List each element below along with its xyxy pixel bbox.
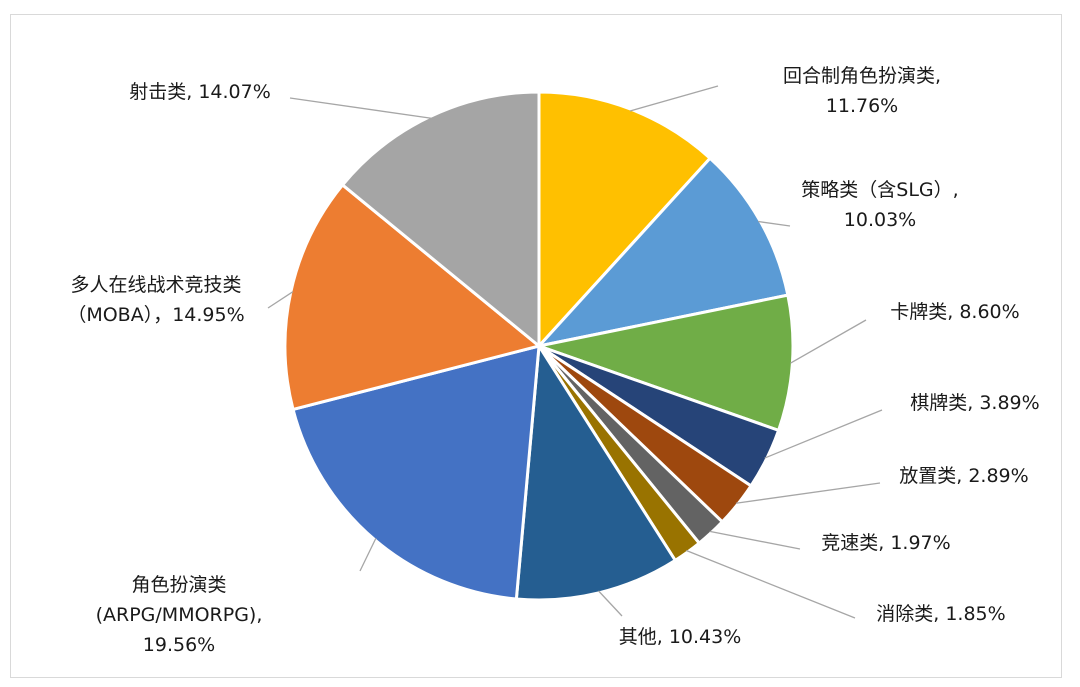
leader-line-2 <box>758 220 791 227</box>
data-label-line: 竞速类, 1.97% <box>821 532 950 554</box>
data-label-10: 多人在线战术竞技类 （MOBA），14.95% <box>67 274 244 326</box>
data-labels: 回合制角色扮演类, 11.76% 策略类（含SLG）, 10.03% 卡牌类, 8.60… <box>67 65 1039 656</box>
pie-slice-1 <box>537 90 712 348</box>
leader-line-4 <box>764 409 883 459</box>
pie-slice-10 <box>283 183 541 411</box>
data-label-line: 回合制角色扮演类, <box>783 65 941 87</box>
leader-line-11 <box>289 97 432 119</box>
data-label-9: 角色扮演类 (ARPG/MMORPG), 19.56% <box>96 574 263 656</box>
pie-slices <box>283 90 795 602</box>
data-label-4: 棋牌类, 3.89% <box>910 392 1039 414</box>
leader-line-3 <box>790 319 867 364</box>
leader-line-8 <box>598 590 623 617</box>
pie-slice-2 <box>537 156 790 348</box>
data-label-line: 策略类（含SLG）, <box>801 179 958 201</box>
pie-slice-11 <box>341 90 541 348</box>
data-label-3: 卡牌类, 8.60% <box>890 301 1019 323</box>
data-label-line: (ARPG/MMORPG), <box>96 604 263 626</box>
leader-line-10 <box>267 291 294 309</box>
data-label-line: 棋牌类, 3.89% <box>910 392 1039 414</box>
data-label-line: 11.76% <box>826 95 898 117</box>
data-label-5: 放置类, 2.89% <box>899 465 1028 487</box>
data-label-line: 消除类, 1.85% <box>876 603 1005 625</box>
data-label-line: 角色扮演类 <box>131 574 226 596</box>
data-label-11: 射击类, 14.07% <box>129 81 271 103</box>
data-label-line: 其他, 10.43% <box>619 626 742 648</box>
data-label-2: 策略类（含SLG）, 10.03% <box>801 179 958 231</box>
data-label-6: 竞速类, 1.97% <box>821 532 950 554</box>
pie-slice-3 <box>537 293 795 432</box>
data-label-line: 19.56% <box>143 634 215 656</box>
data-label-line: 射击类, 14.07% <box>129 81 271 103</box>
leader-line-6 <box>709 530 801 550</box>
data-label-line: 多人在线战术竞技类 <box>70 274 241 296</box>
data-label-line: 10.03% <box>844 209 916 231</box>
data-label-8: 其他, 10.43% <box>619 626 742 648</box>
pie-slice-8 <box>514 344 677 602</box>
leader-line-7 <box>686 549 856 619</box>
data-label-1: 回合制角色扮演类, 11.76% <box>783 65 941 117</box>
data-label-line: （MOBA），14.95% <box>67 304 244 326</box>
data-label-line: 放置类, 2.89% <box>899 465 1028 487</box>
leader-lines <box>267 85 883 619</box>
data-label-7: 消除类, 1.85% <box>876 603 1005 625</box>
leader-line-9 <box>359 537 377 572</box>
leader-line-1 <box>629 85 719 112</box>
data-label-line: 卡牌类, 8.60% <box>890 301 1019 323</box>
leader-line-5 <box>735 482 881 504</box>
